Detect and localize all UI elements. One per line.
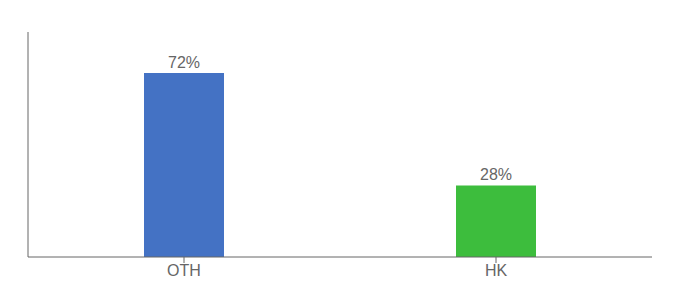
svg-text:28%: 28% [480, 166, 512, 183]
svg-text:HK: HK [485, 262, 508, 279]
svg-text:OTH: OTH [167, 262, 201, 279]
svg-text:72%: 72% [168, 54, 200, 71]
